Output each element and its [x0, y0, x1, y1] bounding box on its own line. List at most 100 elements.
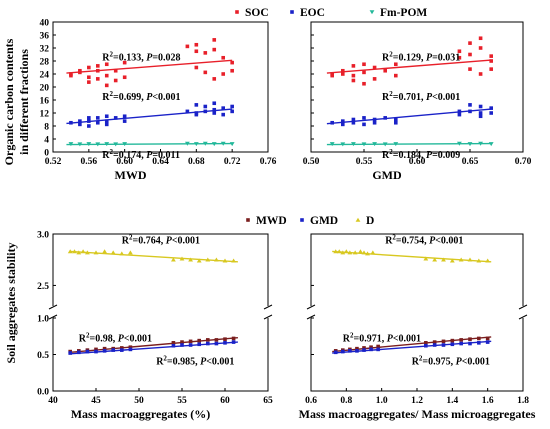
mwd-point-eoc [87, 116, 91, 120]
mass_macro-break-mark [263, 304, 273, 310]
mwd-point-soc [104, 83, 109, 88]
mwd-point-eoc [113, 116, 118, 120]
mwd-point-fm-pom [229, 142, 235, 147]
macro_micro-point-gmd [348, 349, 352, 353]
mwd-x-tick-label: 0.60 [116, 157, 133, 167]
macro_micro-x-tick-label: 1.8 [517, 396, 529, 406]
gmd-point-eoc [457, 112, 462, 117]
gmd-point-eoc [478, 104, 483, 109]
gmd-point-eoc [362, 116, 366, 120]
macro_micro-frame-upper [310, 233, 524, 306]
mass_macro-y-tick-label-lower: 1.0 [37, 315, 49, 325]
gmd-x-tick-label: 0.60 [409, 157, 426, 167]
gmd-point-eoc [478, 114, 483, 119]
mwd-fit-soc [66, 59, 233, 74]
gmd-point-fm-pom [478, 141, 483, 146]
mwd-point-eoc [185, 109, 190, 114]
gmd-point-fm-pom [457, 141, 462, 146]
macro_micro-x-tick-label: 1.0 [376, 396, 388, 406]
mwd-x-tick-label: 0.76 [260, 157, 277, 167]
gmd-point-soc [489, 59, 493, 63]
mwd-point-eoc [104, 122, 109, 127]
mwd-point-eoc [212, 107, 217, 112]
gmd-point-eoc [394, 117, 398, 122]
mass_macro-annotation-0: R2=0.764, P<0.001 [122, 233, 200, 246]
mass_macro-break-mark [48, 304, 58, 310]
mwd-point-eoc [104, 119, 109, 123]
mwd-point-eoc [194, 103, 199, 107]
gmd-point-eoc [330, 120, 334, 125]
bottom-legend-marker-gmd [300, 218, 304, 222]
mwd-point-eoc [122, 119, 127, 123]
top-legend-marker-soc [235, 10, 239, 14]
macro_micro-point-d [333, 249, 339, 254]
gmd-point-eoc [383, 116, 387, 120]
gmd-point-soc [362, 81, 366, 86]
mass_macro-point-d [222, 258, 228, 263]
bottom-legend-label-mwd: MWD [256, 215, 287, 227]
mwd-point-fm-pom [77, 142, 83, 147]
mass_macro-point-gmd [77, 350, 81, 355]
macro_micro-point-mwd [450, 338, 455, 343]
top-legend-label-soc: SOC [245, 7, 269, 19]
mass_macro-fit-mwd [70, 337, 238, 354]
mwd-point-eoc [122, 114, 127, 119]
mass_macro-point-d [196, 258, 202, 263]
macro_micro-point-d [370, 250, 376, 255]
gmd-point-fm-pom [340, 142, 346, 147]
mass_macro-fit-gmd [70, 341, 238, 355]
macro_micro-point-mwd [362, 346, 366, 350]
mwd-point-eoc [87, 124, 91, 128]
mwd-point-eoc [69, 120, 73, 125]
mwd-point-fm-pom [95, 142, 101, 147]
mass_macro-point-d [231, 258, 236, 263]
mwd-point-soc [69, 73, 73, 78]
mass_macro-y-tick-label-lower: 0.0 [37, 388, 49, 398]
mwd-point-soc [87, 80, 91, 84]
mass_macro-point-mwd [206, 338, 210, 342]
gmd-point-soc [330, 73, 334, 78]
mwd-point-soc [230, 60, 234, 65]
gmd-point-eoc [341, 122, 345, 127]
macro_micro-point-gmd [432, 343, 437, 347]
top-legend-marker-eoc [290, 10, 294, 14]
mass_macro-x-tick-label: 40 [48, 396, 58, 406]
mass_macro-point-mwd [171, 341, 176, 345]
macro_micro-point-gmd [450, 342, 455, 347]
gmd-x-tick-label: 0.65 [462, 157, 479, 167]
gmd-point-eoc [341, 119, 345, 123]
mwd-y-tick-label: 28 [40, 58, 50, 68]
mwd-point-eoc [203, 104, 208, 109]
mass_macro-point-mwd [214, 338, 219, 342]
mwd-point-eoc [203, 109, 208, 114]
mass_macro-point-d [205, 257, 211, 262]
mass_macro-point-gmd [223, 341, 227, 345]
mwd-fit-eoc [66, 108, 233, 125]
mass_macro-break-mark [48, 314, 58, 320]
gmd-annotation-1: R2=0.701, P<0.001 [382, 90, 460, 103]
mwd-fit-fm-pom [66, 142, 233, 146]
mwd-point-soc [87, 75, 91, 80]
macro_micro-annotation-1: R2=0.971, P<0.001 [343, 331, 421, 344]
mwd-point-fm-pom [68, 142, 74, 147]
gmd-x-tick-label: 0.55 [356, 157, 373, 167]
mass_macro-x-tick-label: 60 [220, 396, 230, 406]
macro_micro-x-tick-label: 1.6 [482, 396, 494, 406]
gmd-point-fm-pom [361, 142, 367, 147]
mwd-x-tick-label: 0.68 [188, 157, 205, 167]
gmd-point-eoc [457, 109, 462, 114]
mwd-point-eoc [221, 106, 226, 110]
macro_micro-point-d [361, 250, 367, 255]
mass_macro-point-d [93, 250, 99, 255]
mwd-point-eoc [212, 111, 217, 115]
macro_micro-point-gmd [333, 350, 338, 355]
mass_macro-point-d [110, 250, 116, 255]
mass_macro-point-d [188, 257, 193, 262]
gmd-x-tick-label: 0.70 [515, 157, 532, 167]
macro_micro-point-d [441, 257, 446, 262]
mwd-y-tick-label: 4 [44, 136, 49, 146]
mass_macro-break-mark [263, 314, 273, 320]
mwd-y-tick-label: 40 [40, 19, 50, 29]
macro_micro-point-gmd [376, 347, 380, 352]
